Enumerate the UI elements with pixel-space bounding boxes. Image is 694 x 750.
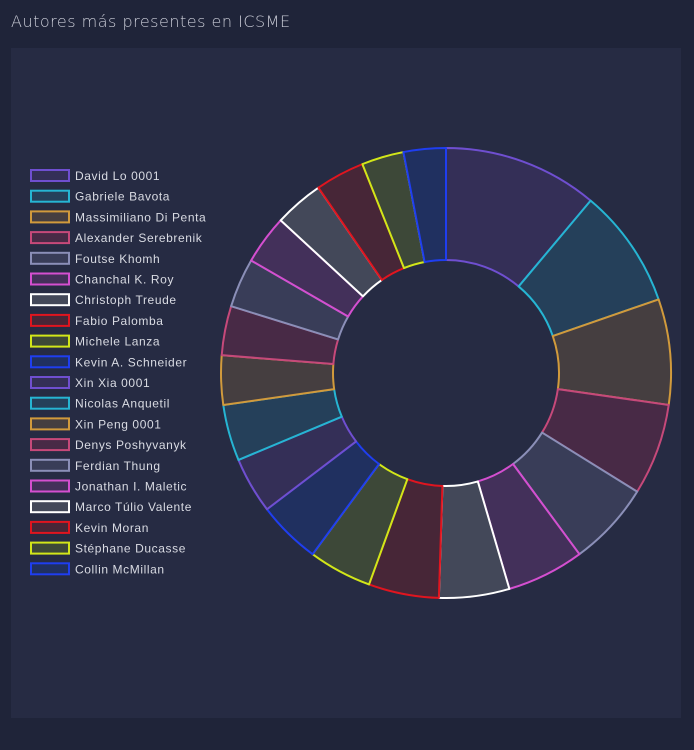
legend-swatch (30, 231, 70, 245)
legend-item[interactable]: Fabio Palomba (30, 313, 164, 328)
legend-label: Fabio Palomba (75, 314, 164, 328)
legend-item[interactable]: Christoph Treude (30, 293, 177, 307)
legend-swatch (30, 500, 70, 514)
legend-label: Jonathan I. Maletic (75, 480, 187, 494)
legend-label: Xin Peng 0001 (75, 417, 162, 431)
legend-swatch (30, 293, 70, 307)
legend-item[interactable]: Denys Poshyvanyk (30, 438, 187, 452)
legend-swatch (30, 189, 70, 203)
legend-label: Kevin A. Schneider (75, 355, 187, 369)
legend-label: Foutse Khomh (75, 252, 160, 266)
legend-swatch (30, 479, 70, 493)
chart-title: Autores más presentes en ICSME (11, 12, 291, 31)
legend-label: Nicolas Anquetil (75, 397, 170, 411)
legend-item[interactable]: Foutse Khomh (30, 251, 160, 266)
plot-area: David Lo 0001 Gabriele Bavota Massimiliano… (11, 48, 681, 718)
legend-item[interactable]: Kevin Moran (30, 520, 149, 535)
legend-swatch (30, 334, 70, 348)
legend-label: Alexander Serebrenik (75, 231, 203, 245)
legend-item[interactable]: Xin Xia 0001 (30, 376, 150, 390)
legend-swatch (30, 562, 70, 576)
legend-item[interactable]: Collin McMillan (30, 562, 165, 576)
legend-label: Chanchal K. Roy (75, 273, 174, 287)
legend-item[interactable]: Jonathan I. Maletic (30, 479, 187, 494)
legend-item[interactable]: Xin Peng 0001 (30, 417, 162, 431)
pie-slice[interactable] (402, 147, 447, 264)
legend-label: Stéphane Ducasse (75, 542, 186, 556)
donut-chart: David Lo 0001 Gabriele Bavota Massimiliano… (30, 147, 672, 599)
legend-swatch (30, 396, 70, 410)
legend-swatch (30, 169, 70, 182)
legend-item[interactable]: Massimiliano Di Penta (30, 210, 206, 224)
legend-item[interactable]: Nicolas Anquetil (30, 396, 170, 411)
legend-label: David Lo 0001 (75, 169, 160, 183)
legend-item[interactable]: Gabriele Bavota (30, 189, 170, 204)
legend-swatch (30, 210, 70, 224)
legend-label: Collin McMillan (75, 562, 165, 576)
legend-swatch (30, 458, 70, 472)
legend-label: Marco Túlio Valente (75, 500, 192, 514)
legend-swatch (30, 355, 70, 369)
legend-label: Xin Xia 0001 (75, 376, 150, 390)
legend-swatch (30, 251, 70, 265)
legend-swatch (30, 272, 70, 286)
legend-label: Michele Lanza (75, 335, 160, 349)
legend-item[interactable]: Alexander Serebrenik (30, 231, 203, 245)
legend-label: Massimiliano Di Penta (75, 210, 206, 224)
legend-item[interactable]: Michele Lanza (30, 334, 160, 349)
legend-label: Kevin Moran (75, 521, 149, 535)
legend-item[interactable]: Kevin A. Schneider (30, 355, 187, 369)
legend-item[interactable]: Stéphane Ducasse (30, 541, 186, 556)
legend-item[interactable]: Ferdian Thung (30, 458, 161, 473)
legend-label: Denys Poshyvanyk (75, 438, 187, 452)
legend-swatch (30, 313, 70, 327)
legend-item[interactable]: Marco Túlio Valente (30, 500, 192, 514)
legend-label: Christoph Treude (75, 293, 177, 307)
legend-label: Ferdian Thung (75, 459, 161, 473)
legend-label: Gabriele Bavota (75, 190, 170, 204)
legend-item[interactable]: Chanchal K. Roy (30, 272, 174, 287)
legend-swatch (30, 417, 70, 431)
legend-swatch (30, 520, 70, 534)
legend-swatch (30, 438, 70, 452)
legend-swatch (30, 541, 70, 555)
legend-swatch (30, 376, 70, 389)
legend-item[interactable]: David Lo 0001 (30, 169, 160, 183)
